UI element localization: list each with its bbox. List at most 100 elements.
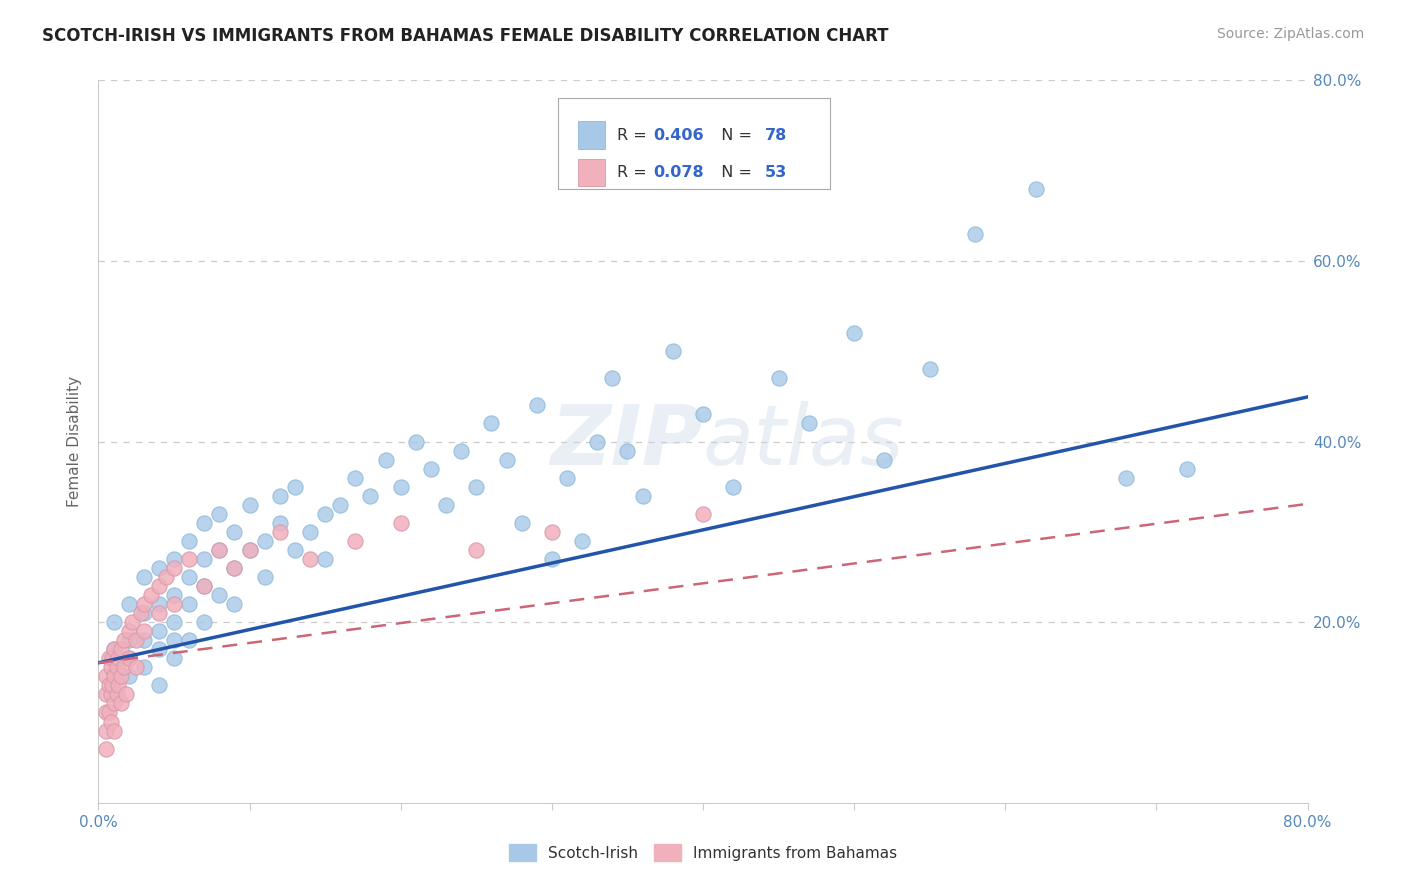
Text: 0.078: 0.078 [654,165,704,180]
Point [224,597,246,611]
Point [405,434,427,449]
Point [481,417,503,431]
Point [118,597,141,611]
Point [314,552,336,566]
Point [141,588,163,602]
Point [155,570,177,584]
Point [125,660,148,674]
Point [132,633,155,648]
Point [101,678,124,692]
Point [540,552,562,566]
Point [602,371,624,385]
Point [1024,182,1046,196]
Point [540,524,562,539]
Point [163,561,186,575]
Point [163,552,186,566]
Point [148,678,170,692]
Point [965,227,987,241]
Point [224,524,246,539]
Point [844,326,866,340]
Point [193,552,215,566]
Point [132,597,155,611]
Text: ZIP: ZIP [550,401,703,482]
Point [179,552,201,566]
Point [163,633,186,648]
Text: Source: ZipAtlas.com: Source: ZipAtlas.com [1216,27,1364,41]
Point [193,516,215,530]
Bar [578,121,605,149]
Point [723,480,745,494]
Point [163,615,186,630]
Point [179,533,201,548]
Point [100,660,122,674]
Point [224,561,246,575]
Point [269,516,291,530]
Point [269,489,291,503]
Point [103,697,125,711]
Point [208,507,231,521]
Point [148,624,170,639]
Legend: Scotch-Irish, Immigrants from Bahamas: Scotch-Irish, Immigrants from Bahamas [502,838,904,867]
Point [103,642,125,657]
Text: atlas: atlas [703,401,904,482]
Point [101,651,124,665]
Point [103,669,125,683]
Point [94,669,117,683]
Point [132,606,155,620]
Point [284,542,307,557]
Point [110,669,132,683]
Point [314,507,336,521]
Point [692,408,714,422]
Text: 0.406: 0.406 [654,128,704,143]
Point [374,452,396,467]
Point [121,615,143,630]
Point [118,669,141,683]
Point [98,678,121,692]
Point [118,633,141,648]
Point [107,678,129,692]
Point [253,533,276,548]
Point [179,633,201,648]
Point [103,642,125,657]
Point [98,706,121,720]
Point [389,516,412,530]
Point [100,714,122,729]
Point [239,542,262,557]
Point [631,489,654,503]
Point [329,498,352,512]
Point [110,697,132,711]
Text: R =: R = [617,165,652,180]
Text: N =: N = [711,128,758,143]
Point [284,480,307,494]
Point [661,344,683,359]
Point [100,687,122,701]
Point [616,443,638,458]
Point [132,624,155,639]
Point [239,542,262,557]
Point [797,417,820,431]
Point [389,480,412,494]
Y-axis label: Female Disability: Female Disability [67,376,83,508]
Text: 53: 53 [765,165,787,180]
Point [299,524,322,539]
Point [94,706,117,720]
Point [163,597,186,611]
Point [118,624,141,639]
Point [450,443,472,458]
Point [148,606,170,620]
Point [1175,461,1198,475]
Point [193,615,215,630]
Point [510,516,533,530]
Point [118,651,141,665]
Point [344,471,367,485]
Point [112,660,135,674]
Point [163,588,186,602]
Point [586,434,609,449]
Bar [578,159,605,186]
FancyBboxPatch shape [558,98,830,189]
Point [94,741,117,756]
Point [114,687,136,701]
Point [1115,471,1137,485]
Point [360,489,382,503]
Point [918,362,941,376]
